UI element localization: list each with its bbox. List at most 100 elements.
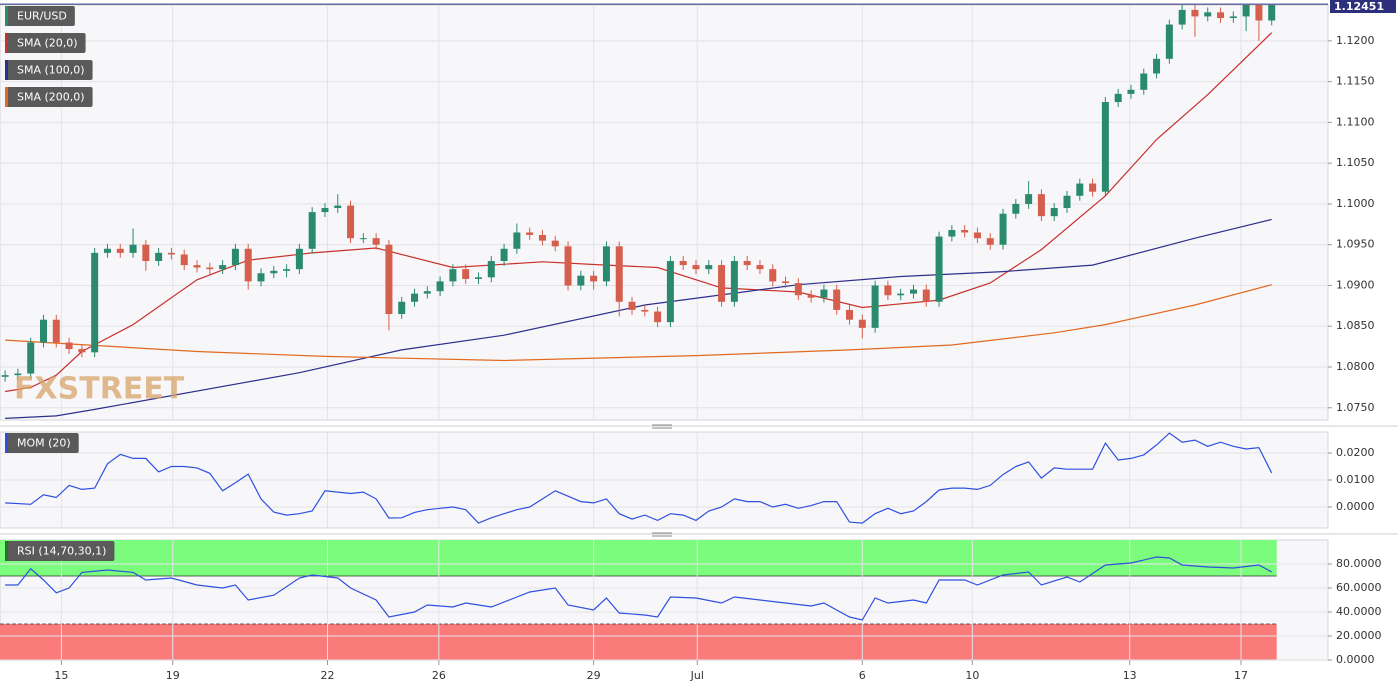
candle-body xyxy=(270,270,278,274)
candle-body xyxy=(180,254,188,266)
y-tick-label: 1.0800 xyxy=(1336,360,1375,373)
candle-body xyxy=(219,265,227,270)
candle-body xyxy=(1255,5,1263,21)
candle-body xyxy=(1,375,9,377)
legend-swatch xyxy=(5,541,8,561)
x-tick-label: 29 xyxy=(587,669,601,682)
candle-body xyxy=(961,230,969,233)
candle-body xyxy=(564,246,572,286)
indicator-line xyxy=(5,218,1272,419)
legend-swatch xyxy=(5,6,8,26)
candle-body xyxy=(1114,93,1122,103)
candle-body xyxy=(666,261,674,323)
candle-body xyxy=(206,267,214,270)
candle-body xyxy=(474,277,482,279)
x-tick-label: 22 xyxy=(321,669,335,682)
candle-body xyxy=(999,213,1007,245)
candle-body xyxy=(1063,195,1071,209)
candle-body xyxy=(91,252,99,353)
x-tick-label: 26 xyxy=(432,669,446,682)
candle-body xyxy=(1089,183,1097,192)
y-tick-label: 1.1050 xyxy=(1336,156,1375,169)
candle-body xyxy=(244,248,252,282)
candle-body xyxy=(193,265,201,268)
candle-body xyxy=(155,252,163,262)
candle-body xyxy=(1204,12,1212,17)
y-tick-label: 1.0750 xyxy=(1336,401,1375,414)
y-tick-label: 20.0000 xyxy=(1336,629,1382,642)
candle-body xyxy=(1268,5,1276,21)
legend-label: MOM (20) xyxy=(17,437,71,450)
candle-body xyxy=(321,208,329,213)
x-tick-label: 6 xyxy=(859,669,866,682)
candle-body xyxy=(449,269,457,282)
candle-body xyxy=(231,248,239,266)
candle-body xyxy=(487,261,495,278)
legend-label: SMA (20,0) xyxy=(17,37,78,50)
legend-swatch xyxy=(5,87,8,107)
candle-body xyxy=(167,252,175,255)
x-tick-label: 10 xyxy=(965,669,979,682)
x-tick-label: 19 xyxy=(166,669,180,682)
candle-body xyxy=(858,319,866,328)
candle-body xyxy=(641,309,649,312)
panel-dividers xyxy=(0,424,1398,537)
x-tick-label: 13 xyxy=(1123,669,1137,682)
candle-body xyxy=(769,269,777,282)
candle-body xyxy=(142,244,150,262)
candle-body xyxy=(577,275,585,286)
candle-body xyxy=(1178,9,1186,25)
candle-body xyxy=(922,289,930,302)
candle-body xyxy=(884,285,892,296)
candle-body xyxy=(1242,5,1250,17)
candle-body xyxy=(1217,12,1225,19)
candle-body xyxy=(372,238,380,245)
candle-body xyxy=(1076,183,1084,196)
x-tick-label: Jul xyxy=(690,669,704,682)
indicator-line xyxy=(5,556,1272,621)
legend-label: SMA (200,0) xyxy=(17,91,85,104)
candle-body xyxy=(1127,89,1135,94)
candle-body xyxy=(1050,208,1058,217)
candle-body xyxy=(462,269,470,279)
candle-body xyxy=(615,246,623,302)
legend-label: RSI (14,70,30,1) xyxy=(17,545,106,558)
candle-body xyxy=(1012,203,1020,214)
candle-body xyxy=(935,236,943,302)
legend-item: SMA (20,0) xyxy=(5,33,86,53)
legend-box xyxy=(5,33,86,53)
legend-swatch xyxy=(5,33,8,53)
candle-body xyxy=(65,342,73,350)
candle-body xyxy=(116,248,124,253)
legend-swatch xyxy=(5,60,8,80)
candle-body xyxy=(782,281,790,284)
candle-body xyxy=(1140,73,1148,90)
candle-body xyxy=(986,238,994,245)
indicator-line xyxy=(5,284,1272,362)
candle-body xyxy=(283,269,291,271)
candle-body xyxy=(897,293,905,296)
candle-body xyxy=(833,289,841,310)
candle-body xyxy=(692,265,700,270)
candle-body xyxy=(526,232,534,235)
candle-body xyxy=(334,205,342,209)
y-tick-label: 1.0850 xyxy=(1336,319,1375,332)
candle-body xyxy=(538,234,546,241)
indicator-line xyxy=(5,432,1273,524)
legend-label: SMA (100,0) xyxy=(17,64,85,77)
y-tick-label: 0.0100 xyxy=(1336,473,1375,486)
candle-body xyxy=(807,295,815,298)
candle-body xyxy=(359,238,367,240)
y-tick-label: 1.1000 xyxy=(1336,197,1375,210)
watermark: FXSTREET xyxy=(14,372,185,407)
candle-body xyxy=(705,265,713,270)
candle-body xyxy=(347,205,355,239)
y-tick-label: 60.0000 xyxy=(1336,581,1382,594)
legend-box xyxy=(5,6,75,26)
y-tick-label: 0.0000 xyxy=(1336,500,1375,513)
plot-area xyxy=(0,5,1328,420)
candle-body xyxy=(1025,194,1033,204)
candle-body xyxy=(423,291,431,294)
plot-area xyxy=(0,432,1328,528)
